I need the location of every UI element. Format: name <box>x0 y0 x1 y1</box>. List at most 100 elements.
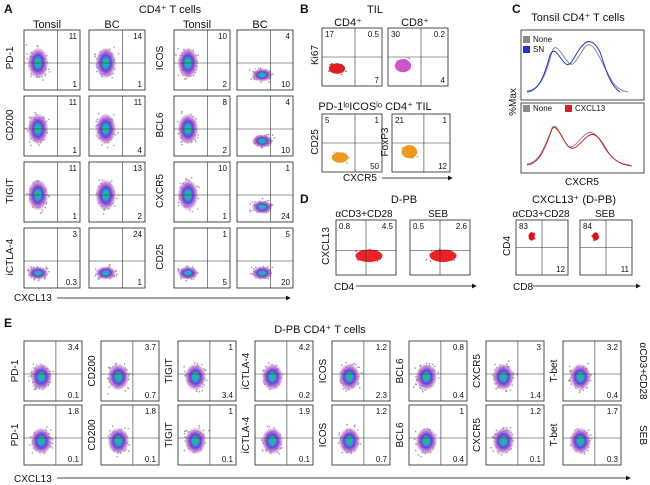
panel-d-plot-acd3-cxcl13-pct-tl: 0.8 <box>339 222 351 231</box>
event-dot <box>30 266 32 268</box>
panel-e-row1-ictla-4-pct-tr: 4.2 <box>299 343 311 352</box>
panel-e-ylabel-row2-ictla-4: iCTLA-4 <box>241 416 252 453</box>
panel-b-plot-cd8-ki67: 30 0.24 <box>388 28 448 86</box>
panel-d-plot-seb-cd4cd8-density-core <box>592 232 599 241</box>
panel-a-plot-icos-tonsil-pct-br: 2 <box>223 80 228 89</box>
event-dot <box>198 390 201 393</box>
event-dot <box>50 429 52 431</box>
event-dot <box>46 426 48 428</box>
event-dot <box>175 53 177 56</box>
event-dot <box>25 44 28 46</box>
event-dot <box>183 78 186 80</box>
event-dot <box>177 48 179 50</box>
panel-a-col-bc-left: BC <box>104 19 119 31</box>
panel-e-ylabel-row1-icos: ICOS <box>318 358 329 383</box>
event-dot <box>583 453 586 456</box>
event-dot <box>414 430 417 433</box>
event-dot <box>569 369 571 372</box>
event-dot <box>94 53 96 55</box>
panel-e-row2-ictla-4-pct-tr: 1.9 <box>299 407 311 416</box>
panel-a-plot-icos-tonsil-pct-tr: 10 <box>218 32 227 41</box>
event-dot <box>249 209 251 212</box>
event-dot <box>48 68 50 70</box>
panel-d-sub-acd3-left: αCD3+CD28 <box>335 209 393 220</box>
event-dot <box>358 366 361 369</box>
event-dot <box>45 266 48 268</box>
panel-a-plot-pd-1-tonsil: 111 <box>24 30 80 90</box>
panel-e-row2-cxcr5: 1.2 0.1 <box>486 405 544 465</box>
panel-a-plot-cd200-tonsil: 111 <box>24 96 80 156</box>
panel-e-row1-tigit-dots <box>183 362 208 393</box>
event-dot <box>420 455 422 458</box>
panel-b-plot-cd8-ki67-pct-tr: 0.2 <box>434 30 446 39</box>
event-dot <box>340 73 343 76</box>
event-dot <box>181 143 183 146</box>
legend-swatch-cxcl13 <box>565 105 572 112</box>
panel-a-plot-cd200-tonsil-pct-br: 1 <box>73 146 78 155</box>
panel-b-xlabel: CXCR5 <box>343 173 377 184</box>
panel-a-plot-ictla-4-tonsil-density-core <box>27 266 49 280</box>
panel-e-ylabel-row2-tigit: TIGIT <box>164 422 175 448</box>
panel-a-plot-cxcr5-bc: 1 24 <box>237 162 293 222</box>
panel-d-title-right: CXCL13⁺ (D-PB) <box>532 194 616 206</box>
event-dot <box>127 387 130 390</box>
panel-e-row1-pd-1-pct-br: 0.1 <box>68 391 80 400</box>
panel-d-plot-acd3-cd4cd8: 83 12 <box>516 220 568 275</box>
panel-e-ylabel-row1-tigit: TIGIT <box>164 358 175 384</box>
event-dot <box>267 133 270 136</box>
panel-e-row1-bcl6: 0.8 0.4 <box>409 341 467 401</box>
panel-e-row2-t-bet-pct-tr: 1.7 <box>607 407 619 416</box>
panel-e-row2-pd-1-pct-br: 0.1 <box>68 455 80 464</box>
event-dot <box>107 366 110 369</box>
event-dot <box>414 383 417 386</box>
panel-e-row-label-acd3: αCD3+CD28 <box>637 342 648 400</box>
event-dot <box>412 386 415 388</box>
panel-e-row2-cxcr5-dots <box>490 426 515 456</box>
panel-a-ylabel-icos: ICOS <box>155 45 166 70</box>
panel-e-row1-bcl6-pct-tr: 0.8 <box>453 343 465 352</box>
event-dot <box>195 390 198 393</box>
event-dot <box>28 116 31 119</box>
event-dot <box>453 259 456 261</box>
scatter-dots-layer <box>23 27 633 466</box>
event-dot <box>185 279 187 282</box>
panel-e-row2-icos-pct-br: 0.7 <box>376 455 388 464</box>
panel-a-ylabel-pd1: PD-1 <box>5 46 16 69</box>
event-dot <box>116 455 118 458</box>
event-dot <box>48 118 50 121</box>
panel-e-row-label-seb: SEB <box>637 425 648 445</box>
panel-e-row2-cd200-density-core <box>107 427 130 455</box>
event-dot <box>268 80 270 83</box>
event-dot <box>429 260 432 262</box>
panel-e-row1-cxcr5-pct-br: 1.4 <box>530 391 542 400</box>
panel-b-plot-cd8-ki67-dots <box>394 57 412 73</box>
event-dot <box>271 134 274 136</box>
event-dot <box>39 212 42 214</box>
event-dot <box>177 74 180 77</box>
panel-a-ylabel-ictla4: iCTLA-4 <box>5 238 16 275</box>
panel-e-row2-cxcr5-density-core <box>492 427 515 455</box>
panel-b-plot-foxp3-pct-br: 12 <box>438 162 447 171</box>
event-dot <box>272 73 274 75</box>
panel-b-plot-foxp3: 21 1 12 <box>392 114 450 172</box>
panel-b-plot-cd4-ki67-dots <box>328 62 347 76</box>
panel-b-plot-cd8-ki67-pct-tl: 30 <box>391 30 400 39</box>
event-dot <box>48 71 51 73</box>
panel-a-plot-ictla-4-tonsil-dots <box>26 266 50 282</box>
panel-a-plot-cd25-tonsil-pct-br: 5 <box>223 278 228 287</box>
panel-a-plot-icos-bc-pct-tr: 4 <box>286 32 291 41</box>
panel-a-plot-bcl6-bc: 4 10 <box>237 96 293 156</box>
legend-swatch-sn <box>523 46 530 53</box>
event-dot <box>208 429 210 432</box>
event-dot <box>491 436 494 438</box>
panel-e-row1-cxcr5: 31.4 <box>486 341 544 401</box>
event-dot <box>346 162 348 164</box>
panel-e-row2-cd200-dots <box>107 425 130 458</box>
panel-d-plot-acd3-cxcl13: 0.8 4.5 <box>336 220 396 275</box>
panel-e-row2-icos-dots <box>337 423 362 455</box>
panel-e-ylabel-row2-pd-1: PD-1 <box>10 423 21 446</box>
panel-a-plot-ictla-4-bc-pct-br: 1 <box>138 278 143 287</box>
panel-e-row2-bcl6-pct-br: 0.4 <box>453 455 465 464</box>
panel-a-title: CD4⁺ T cells <box>139 4 202 16</box>
panel-e-row1-t-bet-pct-br: 0.4 <box>607 391 619 400</box>
